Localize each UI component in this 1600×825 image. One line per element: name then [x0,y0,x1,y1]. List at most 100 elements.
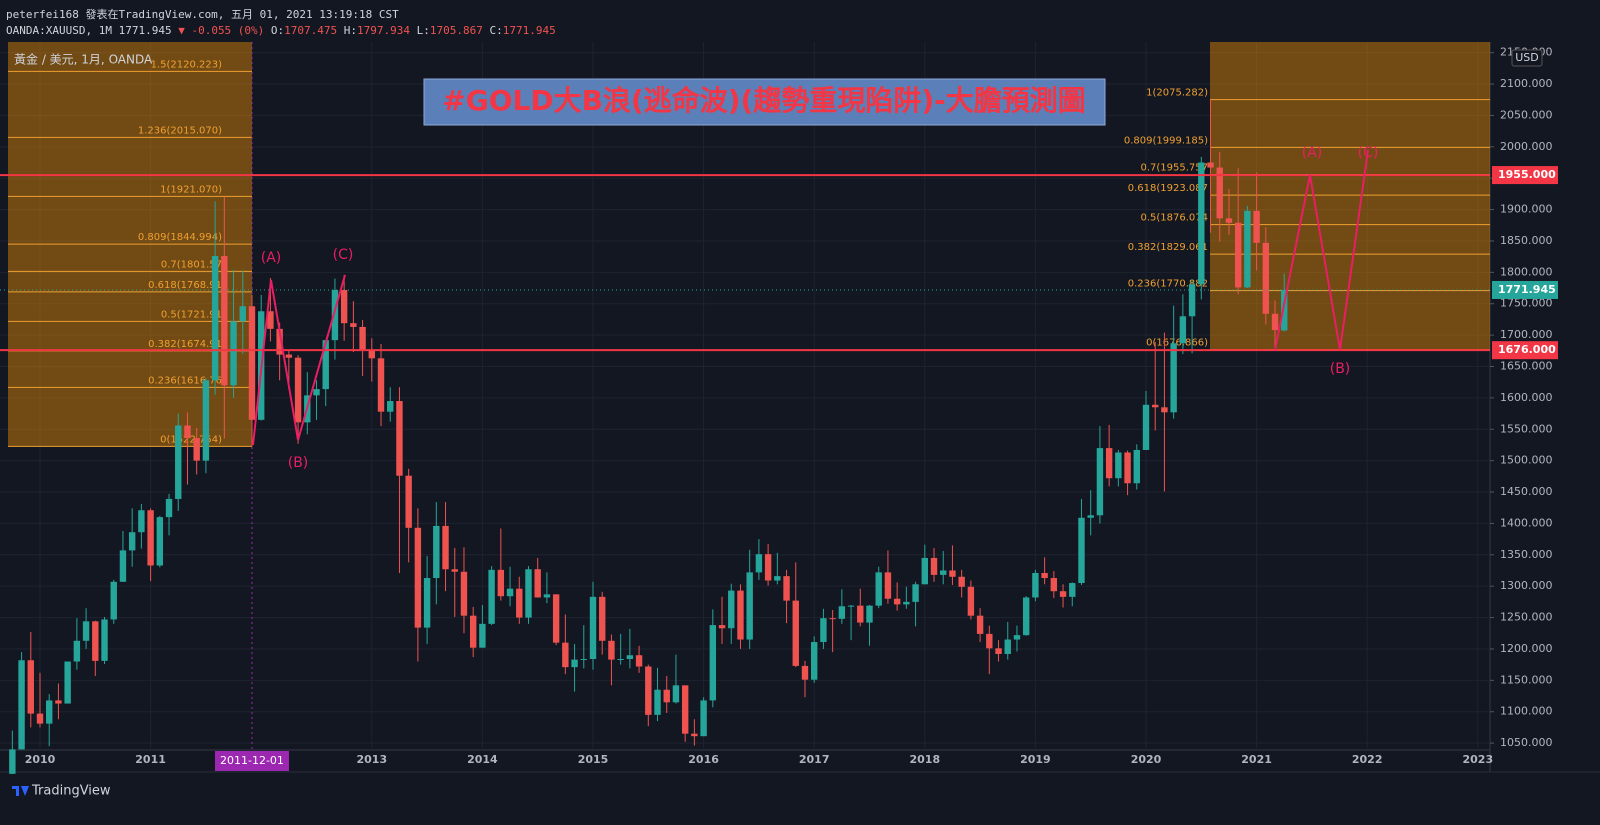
candle-body [986,633,993,649]
candle-body [36,713,44,724]
candle-body [635,655,643,667]
candle-body [267,311,274,329]
candle-body [27,660,34,714]
fib-label: 0.236(1616.76 [148,375,222,386]
x-tick-label: 2021 [1241,753,1272,766]
price-box [1492,166,1558,185]
fib-label: 0(1522.754) [160,434,222,445]
last-price-label: 1771.945 [1498,283,1556,296]
fib-label: 1.5(2120.223) [151,59,223,70]
candle-body [1207,162,1214,168]
candle-body [617,658,624,660]
candle-body [1152,404,1159,408]
candle-body [654,689,661,715]
x-tick-label: 2016 [688,753,719,766]
candle-body [737,590,744,640]
wave-label: (A) [261,250,282,266]
candle-body [1216,167,1223,219]
candle-body [110,581,117,620]
candle-body [599,596,606,641]
y-tick-label: 1150.000 [1500,673,1553,686]
candle-body [580,658,587,660]
h-label: H: [343,24,358,37]
candle-body [165,498,173,518]
candle-body [359,326,366,351]
x-tick-label: 2023 [1462,753,1493,766]
candle-body [1078,517,1085,584]
candle-body [930,557,938,575]
candle-body [663,689,670,703]
fib-label: 0.618(1923.087 [1128,183,1208,194]
candle-body [193,438,200,461]
candle-body [92,621,99,661]
candle-body [331,289,339,341]
y-tick-label: 1450.000 [1500,485,1553,498]
open: 1707.475 [284,24,338,37]
candle-body [239,306,246,322]
candle-body [755,554,763,573]
y-tick-label: 1700.000 [1500,328,1553,341]
candle-body [838,606,846,619]
candle-body [423,578,431,628]
candle-body [285,354,293,358]
y-tick-label: 1100.000 [1500,705,1553,718]
candle-body [1032,573,1039,598]
brand: TradingView [31,784,111,799]
candle-body [469,615,477,648]
candle-body [1253,210,1260,243]
title-box [423,78,1106,126]
fib-label: 0(1676.866) [1146,338,1208,349]
x-tick-label: 2018 [909,753,940,766]
candle-body [387,401,394,412]
y-tick-label: 1650.000 [1500,360,1553,373]
wave-label: (B) [288,455,309,471]
close: 1771.945 [502,24,556,37]
l-label: L: [416,24,430,37]
candle-body [552,594,560,643]
y-tick-label: 1300.000 [1500,579,1553,592]
candle-body [1059,591,1067,597]
legend: 黃金 / 美元, 1月, OANDA [14,52,153,67]
candle-body [820,618,827,643]
c-label: C: [489,24,503,37]
fib-label: 0.618(1768.91 [148,280,222,291]
candle-body [589,596,597,659]
candle-body [221,256,228,386]
close: 1771.945 [118,24,172,37]
candle-body [1105,448,1113,479]
change: ▼ -0.055 (0%) [178,24,265,37]
wave-path [1274,149,1369,351]
candle-body [1133,449,1140,484]
price-box [1492,280,1558,299]
o-label: O: [270,24,285,37]
candle-body [340,289,348,324]
y-tick-label: 1550.000 [1500,422,1553,435]
y-tick-label: 2100.000 [1500,77,1553,90]
candle-body [912,584,919,602]
candle-body [322,340,329,390]
candle-body [792,600,799,666]
candle-body [1124,452,1131,484]
candle-body [377,358,385,412]
candle-body [829,618,836,620]
wave-label: (C) [1358,145,1379,161]
candle-body [516,588,523,618]
candle-body [525,569,532,618]
candle-body [451,569,458,572]
candle-body [884,572,892,599]
fib-label: 0.5(1721.91 [161,309,222,320]
candle-body [958,576,965,587]
candle-body [534,569,541,598]
candle-body [1262,242,1270,314]
candle-body [211,256,219,381]
candle-body [709,625,717,701]
candle-body [543,594,551,598]
x-tick-label: 2019 [1020,753,1051,766]
y-tick-label: 1750.000 [1500,297,1553,310]
candle-body [433,525,440,579]
brand-logo [12,786,29,796]
candle-body [1087,515,1094,518]
y-tick-label: 1900.000 [1500,203,1553,216]
candle-body [294,357,302,423]
